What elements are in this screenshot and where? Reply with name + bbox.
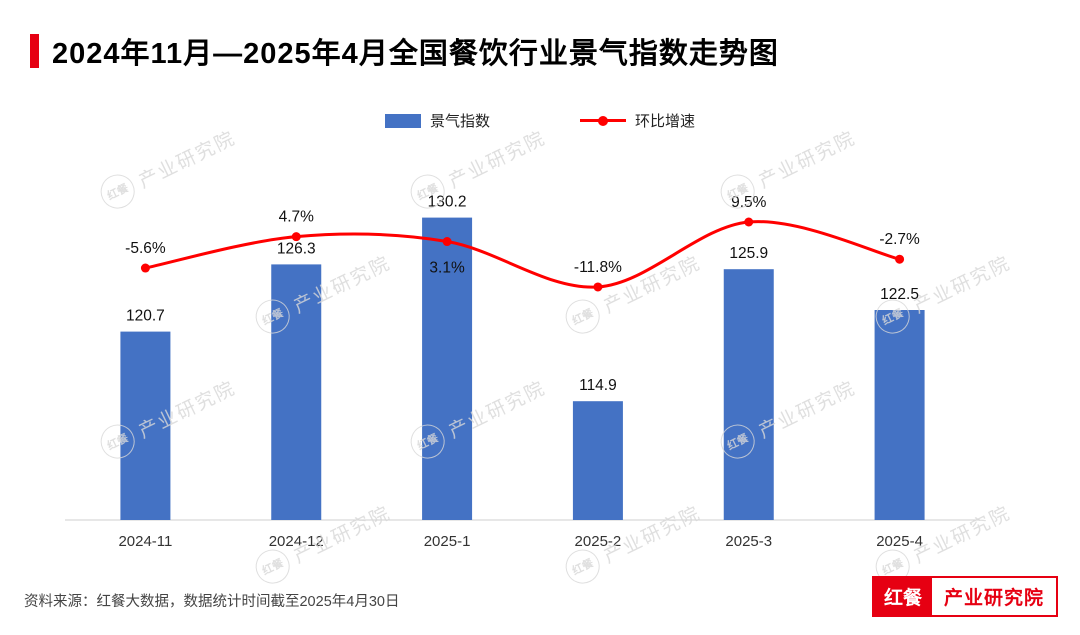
bar-2024-11 bbox=[120, 331, 171, 520]
legend-item-line-series: 环比增速 bbox=[580, 110, 695, 131]
x-tick-label: 2025-4 bbox=[876, 533, 923, 550]
brand-logo: 红餐 产业研究院 bbox=[871, 576, 1058, 617]
bar-2024-12 bbox=[271, 264, 322, 520]
bar-2025-2 bbox=[572, 401, 623, 520]
brand-logo-mark: 红餐 bbox=[873, 578, 932, 615]
bar-value-label: 122.5 bbox=[880, 286, 919, 303]
x-tick-label: 2024-11 bbox=[118, 533, 172, 550]
line-value-label: -2.7% bbox=[879, 231, 920, 248]
line-point-marker bbox=[593, 282, 603, 292]
line-series-swatch-icon bbox=[580, 115, 626, 126]
line-point-marker bbox=[291, 232, 301, 242]
legend-item-bar-series: 景气指数 bbox=[384, 110, 490, 131]
x-tick-label: 2025-1 bbox=[424, 533, 471, 550]
bar-value-label: 120.7 bbox=[126, 308, 165, 325]
bar-2025-4 bbox=[874, 310, 925, 520]
x-tick-label: 2025-3 bbox=[725, 533, 772, 550]
line-value-label: -11.8% bbox=[574, 259, 622, 276]
line-value-label: 9.5% bbox=[731, 194, 767, 211]
line-point-marker bbox=[895, 254, 905, 264]
line-value-label: -5.6% bbox=[125, 240, 166, 257]
bar-value-label: 130.2 bbox=[428, 194, 467, 211]
line-series-path bbox=[145, 220, 900, 289]
line-point-marker bbox=[442, 237, 452, 247]
bar-series-swatch-icon bbox=[384, 113, 421, 128]
bar-2025-1 bbox=[422, 217, 473, 520]
x-tick-label: 2025-2 bbox=[575, 533, 622, 550]
page-title: 2024年11月—2025年4月全国餐饮行业景气指数走势图 bbox=[52, 38, 779, 70]
line-point-marker bbox=[140, 263, 150, 273]
legend-label-bar-series: 景气指数 bbox=[429, 113, 490, 130]
line-point-marker bbox=[744, 217, 754, 227]
brand-logo-text: 产业研究院 bbox=[943, 588, 1044, 609]
bar-value-label: 114.9 bbox=[579, 377, 617, 394]
line-value-label: 4.7% bbox=[279, 209, 315, 226]
bar-2025-3 bbox=[723, 269, 774, 520]
source-note: 资料来源：红餐大数据，数据统计时间截至2025年4月30日 bbox=[24, 594, 400, 610]
page-title-row: 2024年11月—2025年4月全国餐饮行业景气指数走势图 bbox=[30, 30, 779, 72]
line-value-label: 3.1% bbox=[429, 260, 465, 277]
title-accent-bar bbox=[30, 34, 39, 68]
x-tick-label: 2024-12 bbox=[269, 533, 324, 550]
chart-legend: 景气指数 环比增速 bbox=[0, 110, 1080, 131]
bar-value-label: 126.3 bbox=[277, 240, 316, 257]
bar-value-label: 125.9 bbox=[729, 245, 768, 262]
legend-label-line-series: 环比增速 bbox=[635, 113, 696, 130]
